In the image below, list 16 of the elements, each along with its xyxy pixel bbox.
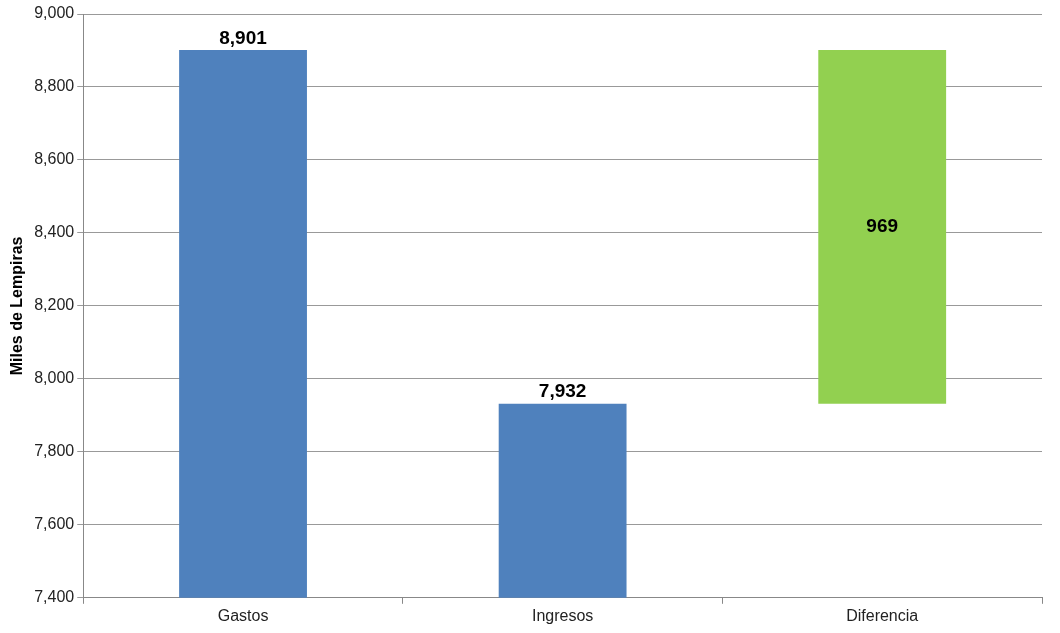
x-tick-label: Gastos (217, 606, 269, 624)
y-tick-label: 8,000 (34, 369, 75, 387)
y-tick-label: 7,800 (34, 442, 75, 460)
data-label: 7,932 (538, 380, 587, 402)
y-tick-label: 8,600 (34, 150, 75, 168)
data-label: 8,901 (219, 26, 268, 48)
y-tick-label: 8,200 (34, 296, 75, 314)
y-tick-label: 8,400 (34, 223, 75, 241)
x-tick-label: Ingresos (531, 606, 594, 624)
y-tick-label: 8,800 (34, 77, 75, 95)
y-tick-label: 7,600 (34, 515, 75, 533)
y-tick-label: 9,000 (34, 4, 75, 22)
data-label: 969 (866, 215, 899, 237)
y-tick-label: 7,400 (34, 588, 75, 606)
x-tick-label: Diferencia (846, 606, 919, 624)
y-axis-title: Miles de Lempiras (8, 236, 26, 376)
